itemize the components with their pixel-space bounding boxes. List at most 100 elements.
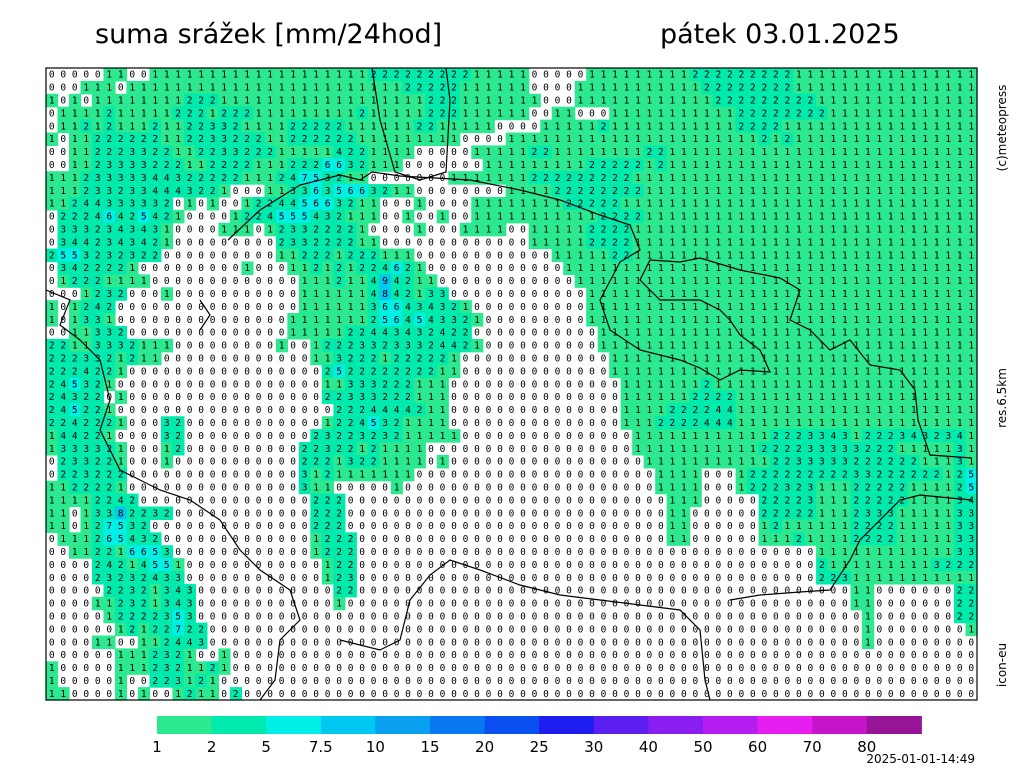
precip-cell bbox=[597, 158, 610, 172]
precip-cell bbox=[413, 390, 426, 404]
precip-cell bbox=[770, 493, 783, 508]
value-row: 0122211110000000000000111211494211000000… bbox=[49, 276, 975, 287]
precip-cell bbox=[850, 325, 863, 340]
precip-cell bbox=[459, 119, 472, 134]
precip-cell bbox=[735, 442, 748, 456]
precip-cell bbox=[793, 416, 806, 430]
precip-cell bbox=[678, 364, 691, 379]
precip-cell bbox=[712, 248, 725, 263]
precip-cell bbox=[816, 558, 829, 572]
precip-cell bbox=[333, 506, 346, 521]
precip-cell bbox=[367, 80, 380, 95]
precip-cell bbox=[942, 442, 955, 456]
precip-cell bbox=[839, 558, 852, 572]
precip-cell bbox=[574, 93, 587, 108]
precip-cell bbox=[678, 132, 691, 146]
precip-cell bbox=[793, 119, 806, 134]
precip-cell bbox=[609, 222, 622, 237]
precip-cell bbox=[816, 480, 829, 495]
precip-cell bbox=[804, 235, 817, 250]
precip-cell bbox=[356, 261, 369, 275]
precip-cell bbox=[793, 351, 806, 366]
precip-cell bbox=[68, 261, 82, 275]
precip-cell bbox=[942, 545, 955, 559]
precip-cell bbox=[425, 313, 438, 327]
precip-cell bbox=[609, 119, 622, 134]
precip-cell bbox=[413, 261, 426, 275]
precip-cell bbox=[896, 80, 909, 95]
precip-cell bbox=[770, 184, 783, 198]
precip-cell bbox=[965, 300, 978, 314]
colorbar-swatch bbox=[812, 716, 868, 734]
precip-cell bbox=[735, 287, 748, 301]
precip-cell bbox=[586, 132, 599, 146]
precip-cell bbox=[758, 209, 771, 224]
precip-cell bbox=[781, 171, 794, 185]
precip-cell bbox=[540, 158, 553, 172]
precip-cell bbox=[816, 80, 829, 95]
precip-cell bbox=[390, 261, 403, 275]
precip-cell bbox=[402, 390, 415, 404]
precip-cell bbox=[333, 532, 346, 546]
precip-cell bbox=[275, 145, 288, 159]
precip-cell bbox=[80, 313, 93, 327]
precip-cell bbox=[942, 196, 955, 211]
precip-cell bbox=[747, 158, 760, 172]
precip-cell bbox=[965, 325, 978, 340]
precip-cell bbox=[321, 235, 334, 250]
precip-cell bbox=[425, 325, 438, 340]
precip-cell bbox=[241, 261, 254, 275]
value-row: 1124433333201010012244566321100010000111… bbox=[49, 199, 975, 210]
precip-cell bbox=[942, 261, 955, 275]
resolution-label: res.6.5km bbox=[995, 368, 1009, 428]
precip-cell bbox=[885, 80, 898, 95]
precip-cell bbox=[643, 377, 656, 392]
precip-cell bbox=[850, 287, 863, 301]
precip-cell bbox=[839, 377, 852, 392]
precip-cell bbox=[873, 442, 886, 456]
precip-cell bbox=[896, 351, 909, 366]
precip-cell bbox=[275, 235, 288, 250]
precip-cell bbox=[68, 196, 82, 211]
precip-cell bbox=[804, 209, 817, 224]
precip-cell bbox=[494, 68, 507, 82]
precip-cell bbox=[344, 106, 357, 121]
precip-cell bbox=[643, 364, 656, 379]
precip-cell bbox=[310, 93, 323, 108]
precip-cell bbox=[850, 248, 863, 263]
colorbar-swatch bbox=[375, 716, 431, 734]
precip-cell bbox=[931, 454, 944, 469]
precip-cell bbox=[402, 377, 415, 392]
precip-cell bbox=[747, 416, 760, 430]
precip-cell bbox=[747, 80, 760, 95]
precip-cell bbox=[206, 661, 220, 675]
precip-cell bbox=[827, 222, 840, 237]
precip-cell bbox=[735, 416, 748, 430]
precip-cell bbox=[57, 248, 70, 263]
precip-cell bbox=[494, 196, 507, 211]
precip-cell bbox=[862, 158, 875, 172]
precip-cell bbox=[310, 80, 323, 95]
precip-cell bbox=[850, 506, 863, 521]
precip-cell bbox=[678, 68, 691, 82]
precip-cell bbox=[91, 377, 105, 392]
precip-cell bbox=[689, 68, 702, 82]
precip-cell bbox=[954, 583, 967, 598]
precip-cell bbox=[321, 390, 334, 404]
precip-cell bbox=[850, 558, 863, 572]
precip-cell bbox=[367, 68, 380, 82]
precip-cell bbox=[91, 235, 105, 250]
precip-cell bbox=[804, 493, 817, 508]
precip-cell bbox=[275, 119, 288, 134]
precip-cell bbox=[149, 93, 162, 108]
precip-cell bbox=[666, 261, 679, 275]
precip-cell bbox=[471, 222, 484, 237]
precip-cell bbox=[551, 132, 564, 146]
precip-cell bbox=[931, 80, 944, 95]
value-row: 2432201000000000000000002233322211100000… bbox=[49, 392, 975, 403]
precip-cell bbox=[908, 454, 921, 469]
precip-cell bbox=[356, 158, 369, 172]
precip-cell bbox=[333, 416, 346, 430]
precip-cell bbox=[701, 313, 714, 327]
precip-cell bbox=[885, 351, 898, 366]
